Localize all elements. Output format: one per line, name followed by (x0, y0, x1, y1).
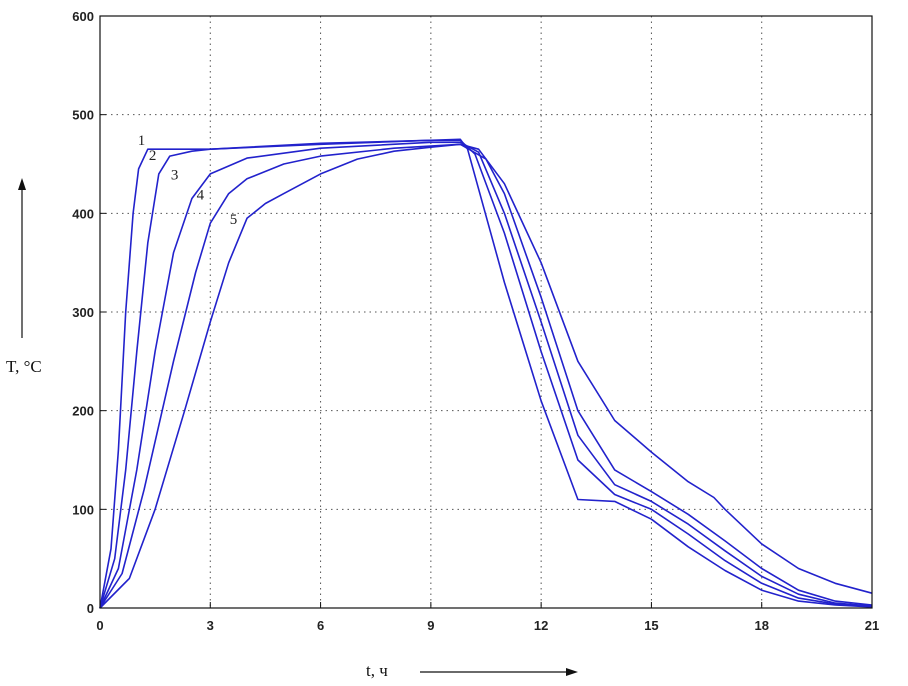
x-tick-label-7: 21 (865, 618, 879, 633)
x-tick-labels: 0 3 6 9 12 15 18 21 (96, 602, 879, 633)
curve-label-2: 2 (149, 148, 157, 164)
x-tick-label-4: 12 (534, 618, 548, 633)
curves-group (99, 138, 873, 609)
x-tick-label-5: 15 (644, 618, 658, 633)
y-axis-arrow (18, 178, 26, 338)
curve-label-3: 3 (171, 168, 179, 184)
curve-3 (99, 141, 873, 609)
x-tick-label-1: 3 (207, 618, 214, 633)
x-tick-label-2: 6 (317, 618, 324, 633)
y-tick-label-0: 0 (87, 601, 94, 616)
x-axis-arrow (420, 668, 578, 676)
curve-5 (99, 143, 873, 609)
x-tick-label-0: 0 (96, 618, 103, 633)
y-tick-label-6: 600 (72, 9, 94, 24)
y-tick-label-3: 300 (72, 305, 94, 320)
x-axis-title: t, ч (366, 661, 388, 680)
y-tick-label-2: 200 (72, 404, 94, 419)
x-tick-label-6: 18 (754, 618, 768, 633)
curve-labels: 123 4 5 (138, 133, 237, 228)
x-tick-label-3: 9 (427, 618, 434, 633)
curve-4 (99, 143, 873, 609)
curve-label-4: 4 (197, 187, 205, 203)
y-tick-label-4: 400 (72, 206, 94, 221)
curve-label-5: 5 (230, 212, 238, 228)
y-tick-label-5: 500 (72, 108, 94, 123)
y-axis-title: T, °C (6, 357, 42, 376)
y-tick-label-1: 100 (72, 502, 94, 517)
y-tick-labels: 0 100 200 300 400 500 600 (72, 9, 106, 616)
curve-2 (99, 139, 873, 609)
curve-label-1: 1 (138, 133, 146, 149)
